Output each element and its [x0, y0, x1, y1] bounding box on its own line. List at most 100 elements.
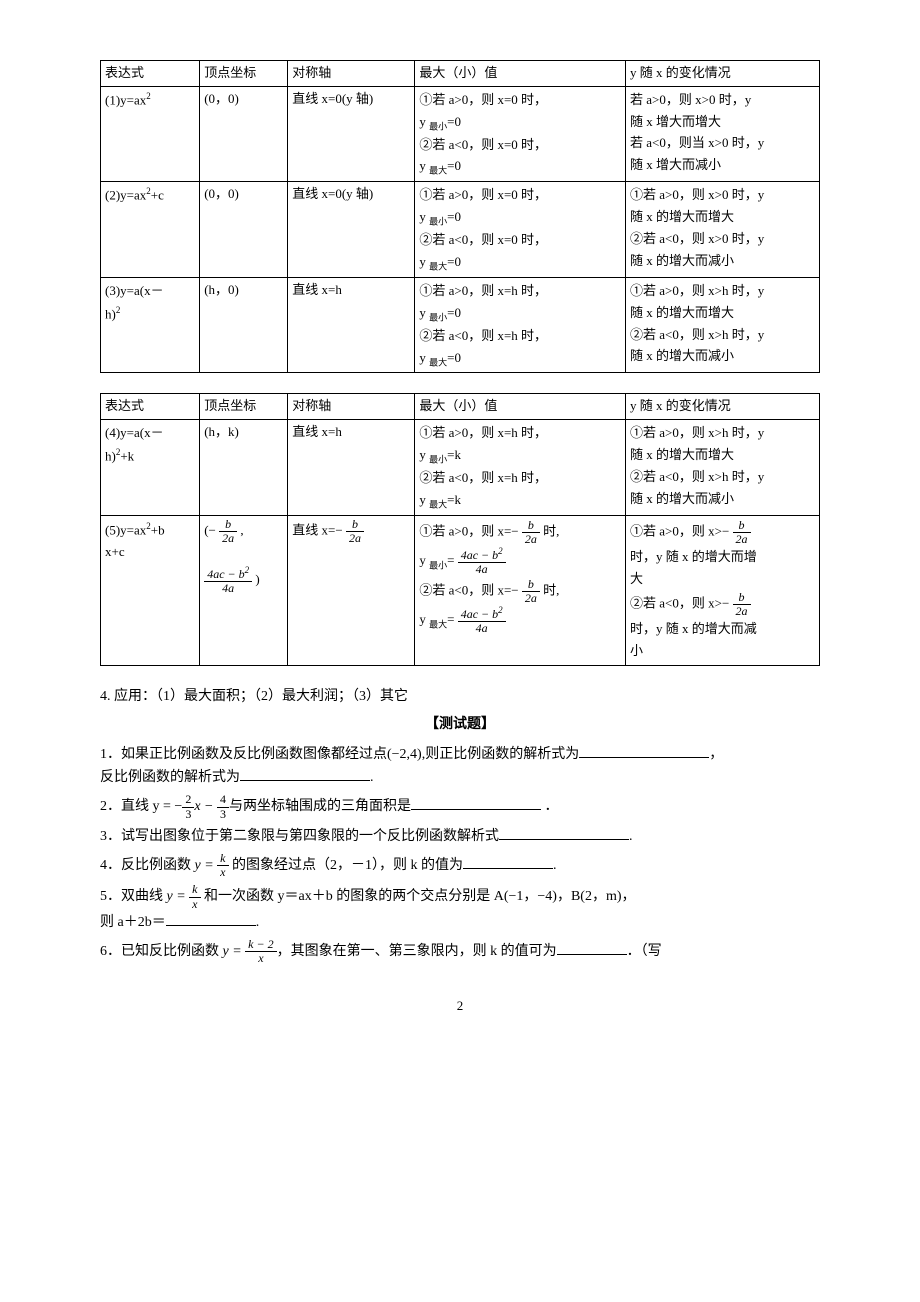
frac-den: 2a [346, 532, 364, 545]
question-4: 4．反比例函数 y = kx 的图象经过点（2，－1），则 k 的值为. [100, 852, 820, 879]
punct: . [256, 915, 260, 930]
fraction: b2a [522, 519, 540, 546]
fill-blank[interactable] [463, 854, 553, 869]
th-change: y 随 x 的变化情况 [626, 394, 820, 420]
question-3: 3．试写出图象位于第二象限与第四象限的一个反比例函数解析式. [100, 825, 820, 848]
page-number: 2 [100, 996, 820, 1017]
cell-maxmin: ①若 a>0，则 x=− b2a 时, y 最小= 4ac − b24a ②若 … [415, 515, 626, 665]
frac-den: 4a [458, 563, 506, 576]
question-6: 6．已知反比例函数 y = k − 2x，其图象在第一、第三象限内，则 k 的值… [100, 938, 820, 965]
ch-line: 随 x 增大而减小 [630, 155, 815, 176]
ch-line: 随 x 的增大而减小 [630, 251, 815, 272]
q2-mid: x − [194, 799, 217, 814]
cell-maxmin: ①若 a>0，则 x=h 时， y 最小=k ②若 a<0，则 x=h 时， y… [415, 420, 626, 516]
fill-blank[interactable] [579, 743, 709, 758]
mm-line: y 最小=0 [419, 112, 621, 134]
mm-line: ①若 a>0，则 x=0 时， [419, 185, 621, 206]
mm-line: ①若 a>0，则 x=0 时， [419, 90, 621, 111]
frac-num: b [522, 578, 540, 592]
ch-line: ①若 a>0，则 x>− b2a [630, 519, 815, 546]
mm-line: y 最大=k [419, 490, 621, 512]
mm-line: y 最小= 4ac − b24a [419, 547, 621, 576]
fraction: 4ac − b24a [458, 606, 506, 635]
fraction: 23 [182, 793, 194, 820]
vert-pre: (− [204, 523, 219, 538]
fraction: 4ac − b24a [204, 566, 252, 595]
ch-line: ②若 a<0，则 x>0 时，y [630, 229, 815, 250]
mm-line: y 最大= 4ac − b24a [419, 606, 621, 635]
expr-part: h) [105, 306, 116, 321]
fraction: b2a [522, 578, 540, 605]
th-axis: 对称轴 [288, 61, 415, 87]
frac-num: k [189, 883, 200, 897]
mm-line: ②若 a<0，则 x=h 时， [419, 326, 621, 347]
th-maxmin: 最大（小）值 [415, 61, 626, 87]
frac-den: 2a [733, 605, 751, 618]
mm-post: 时, [540, 582, 560, 597]
table-row: (2)y=ax2+c (0，0) 直线 x=0(y 轴) ①若 a>0，则 x=… [101, 182, 820, 278]
cell-expr: (5)y=ax2+b x+c [101, 515, 200, 665]
cell-change: ①若 a>0，则 x>− b2a 时，y 随 x 的增大而增 大 ②若 a<0，… [626, 515, 820, 665]
frac-den: 2a [219, 532, 237, 545]
q5-post: 和一次函数 y＝ax＋b 的图象的两个交点分别是 A(−1，−4)，B(2，m)… [201, 889, 636, 904]
neg: − [174, 799, 182, 814]
table-header-row: 表达式 顶点坐标 对称轴 最大（小）值 y 随 x 的变化情况 [101, 394, 820, 420]
expr-part: h) [105, 448, 116, 463]
ch-line: ②若 a<0，则 x>h 时，y [630, 325, 815, 346]
num-text: 4ac − b [207, 567, 244, 581]
cell-change: ①若 a>0，则 x>h 时，y 随 x 的增大而增大 ②若 a<0，则 x>h… [626, 420, 820, 516]
mm-line: y 最大=0 [419, 156, 621, 178]
th-expr: 表达式 [101, 61, 200, 87]
fill-blank[interactable] [240, 766, 370, 781]
frac-den: x [189, 898, 200, 911]
frac-den: 3 [217, 808, 229, 821]
mm-line: ①若 a>0，则 x=− b2a 时, [419, 519, 621, 546]
frac-den: 2a [522, 592, 540, 605]
fraction: kx [189, 883, 200, 910]
expr-text: (2)y=ax [105, 188, 146, 203]
cell-expr: (2)y=ax2+c [101, 182, 200, 278]
question-2: 2．直线 y = −23x − 43与两坐标轴围成的三角面积是 ． [100, 793, 820, 820]
table-row: (4)y=a(x－ h)2+k (h，k) 直线 x=h ①若 a>0，则 x=… [101, 420, 820, 516]
q1-text: 1．如果正比例函数及反比例函数图像都经过点(−2,4),则正比例函数的解析式为 [100, 747, 579, 762]
expr-text: h)2+k [105, 445, 195, 467]
cell-axis: 直线 x=0(y 轴) [288, 86, 415, 182]
ch-line: 时，y 随 x 的增大而减 [630, 619, 815, 640]
cell-change: 若 a>0，则 x>0 时，y 随 x 增大而增大 若 a<0，则当 x>0 时… [626, 86, 820, 182]
th-vertex: 顶点坐标 [200, 394, 288, 420]
ch-line: 随 x 的增大而减小 [630, 489, 815, 510]
q2-pre: 2．直线 y = [100, 799, 174, 814]
mm-line: y 最小=0 [419, 303, 621, 325]
cell-expr: (1)y=ax2 [101, 86, 200, 182]
ch-line: 若 a<0，则当 x>0 时，y [630, 133, 815, 154]
sup: 2 [116, 305, 121, 315]
mm-line: ②若 a<0，则 x=h 时， [419, 468, 621, 489]
frac-num: 4ac − b2 [458, 547, 506, 563]
q6-end: ．（写 [627, 944, 662, 959]
frac-num: k − 2 [245, 938, 276, 952]
fraction: b2a [733, 591, 751, 618]
q1b-text: 反比例函数的解析式为 [100, 770, 240, 785]
fill-blank[interactable] [557, 940, 627, 955]
frac-num: b [733, 519, 751, 533]
fill-blank[interactable] [166, 911, 256, 926]
frac-num: b [219, 518, 237, 532]
ch-line: 小 [630, 641, 815, 662]
fill-blank[interactable] [411, 795, 541, 810]
cell-axis: 直线 x=0(y 轴) [288, 182, 415, 278]
mm-line: y 最小=0 [419, 207, 621, 229]
mm-line: y 最大=0 [419, 348, 621, 370]
mm-pre: ①若 a>0，则 x=− [419, 524, 522, 539]
cell-vertex: (h，k) [200, 420, 288, 516]
expr-after: +c [151, 188, 164, 203]
q5-pre: 5．双曲线 [100, 889, 167, 904]
mm-pre: ②若 a<0，则 x=− [419, 582, 522, 597]
expr-part: (5)y=ax [105, 522, 146, 537]
frac-num: 4ac − b2 [204, 566, 252, 582]
ch-line: 随 x 的增大而减小 [630, 346, 815, 367]
expr-text: (1)y=ax [105, 92, 146, 107]
ch-line: 大 [630, 569, 815, 590]
ch-line: 随 x 的增大而增大 [630, 207, 815, 228]
ch-line: ①若 a>0，则 x>0 时，y [630, 185, 815, 206]
fill-blank[interactable] [499, 825, 629, 840]
